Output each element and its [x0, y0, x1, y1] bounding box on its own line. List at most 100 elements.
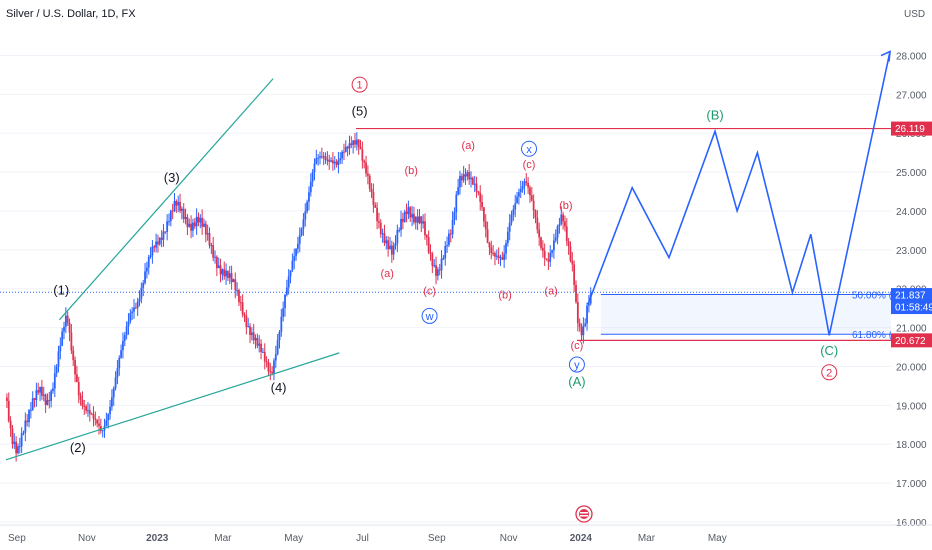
candle-body — [365, 162, 367, 174]
candle-body — [518, 192, 520, 197]
wave-circle-marker — [568, 356, 585, 373]
candle-body — [48, 400, 51, 402]
candle-body — [484, 221, 487, 230]
time-tick-label: Nov — [78, 533, 96, 544]
candle-body — [582, 325, 585, 336]
candle-body — [348, 143, 351, 149]
candle-body — [449, 233, 452, 235]
candle-body — [313, 163, 316, 173]
candle-body — [22, 432, 25, 434]
candle-body — [309, 181, 312, 193]
candle-body — [171, 210, 174, 212]
candle-body — [501, 257, 504, 260]
candle-body — [68, 322, 71, 333]
candle-body — [416, 216, 419, 223]
lower-trendline — [5, 352, 340, 461]
candle-body — [118, 357, 121, 369]
candle-body — [418, 216, 421, 223]
candle-body — [446, 245, 448, 247]
candle-body — [438, 269, 441, 271]
candle-body — [429, 252, 432, 254]
candle-body — [99, 426, 102, 431]
candle-body — [387, 240, 390, 250]
candle-body — [293, 256, 296, 261]
candle-body — [96, 419, 99, 424]
time-tick-label: Mar — [214, 533, 232, 544]
time-axis[interactable]: Sep Nov 2023 Mar May Jul Sep Nov 2024 Mar May — [0, 524, 932, 544]
candle-body — [262, 351, 264, 353]
candle-body — [129, 313, 132, 322]
candle-body — [217, 265, 220, 269]
candle-body — [50, 391, 53, 401]
candle-body — [133, 307, 135, 312]
candle-body — [271, 371, 274, 374]
candle-body — [549, 252, 552, 262]
candle-body — [378, 221, 380, 223]
candle-body — [390, 245, 393, 255]
candle-body — [357, 139, 360, 147]
fib-level-label: 50.00% (21 — [852, 291, 904, 302]
candle-body — [569, 246, 572, 261]
upper-trendline — [58, 78, 274, 321]
candle-body — [122, 340, 124, 351]
candle-body — [31, 398, 34, 410]
candle-body — [442, 258, 445, 260]
candle-body — [304, 211, 307, 220]
candle-body — [413, 213, 415, 223]
candle-body — [28, 410, 30, 423]
time-tick-label: Sep — [428, 533, 446, 544]
candle-body — [541, 247, 544, 251]
candle-body — [120, 350, 123, 358]
candle-body — [295, 248, 297, 257]
price-tick-label: 24.000 — [896, 207, 927, 218]
candle-body — [238, 290, 240, 303]
candle-body — [79, 395, 82, 400]
candle-body — [551, 250, 553, 253]
candle-body — [297, 243, 299, 249]
wave-circle-marker — [521, 140, 538, 157]
price-tick-label: 25.000 — [896, 168, 927, 179]
candle-body — [59, 345, 62, 352]
candle-body — [497, 255, 500, 259]
candle-body — [567, 241, 570, 247]
us-flag-event-icon[interactable] — [575, 505, 593, 523]
time-tick-label: Jul — [356, 533, 369, 544]
candle-body — [162, 231, 165, 240]
candle-body — [453, 212, 456, 220]
candle-body — [492, 253, 495, 255]
candle-body — [444, 246, 447, 259]
candle-body — [20, 433, 23, 447]
price-axis[interactable]: USD 16.000 17.000 18.000 19.000 20.000 21.000… — [891, 0, 932, 529]
candle-body — [289, 270, 292, 277]
candle-body — [427, 237, 430, 253]
candle-body — [164, 231, 167, 233]
candle-body — [236, 290, 239, 292]
candle-body — [407, 207, 410, 214]
candle-body — [464, 174, 467, 177]
candle-body — [547, 259, 550, 262]
candle-body — [575, 284, 577, 302]
candle-body — [571, 260, 574, 265]
candle-body — [203, 223, 205, 227]
candle-body — [389, 245, 391, 250]
candle-body — [558, 224, 561, 227]
candle-body — [280, 316, 283, 332]
candle-body — [556, 226, 559, 238]
wave-label: (A) — [568, 374, 585, 389]
candle-body — [18, 446, 21, 448]
price-tick-label: 28.000 — [896, 51, 927, 62]
candle-body — [278, 331, 281, 341]
price-tick-label: 23.000 — [896, 246, 927, 257]
candle-body — [180, 208, 183, 211]
candle-body — [215, 256, 218, 269]
price-tick-label: 20.000 — [896, 362, 927, 373]
wave-label: 2 — [826, 367, 832, 379]
price-tick-label: 18.000 — [896, 440, 927, 451]
candle-body — [140, 287, 143, 299]
candle-body — [144, 271, 146, 283]
wave-circle-marker — [821, 364, 838, 381]
candle-body — [466, 172, 469, 177]
candle-body — [230, 273, 233, 282]
candle-body — [232, 279, 235, 282]
